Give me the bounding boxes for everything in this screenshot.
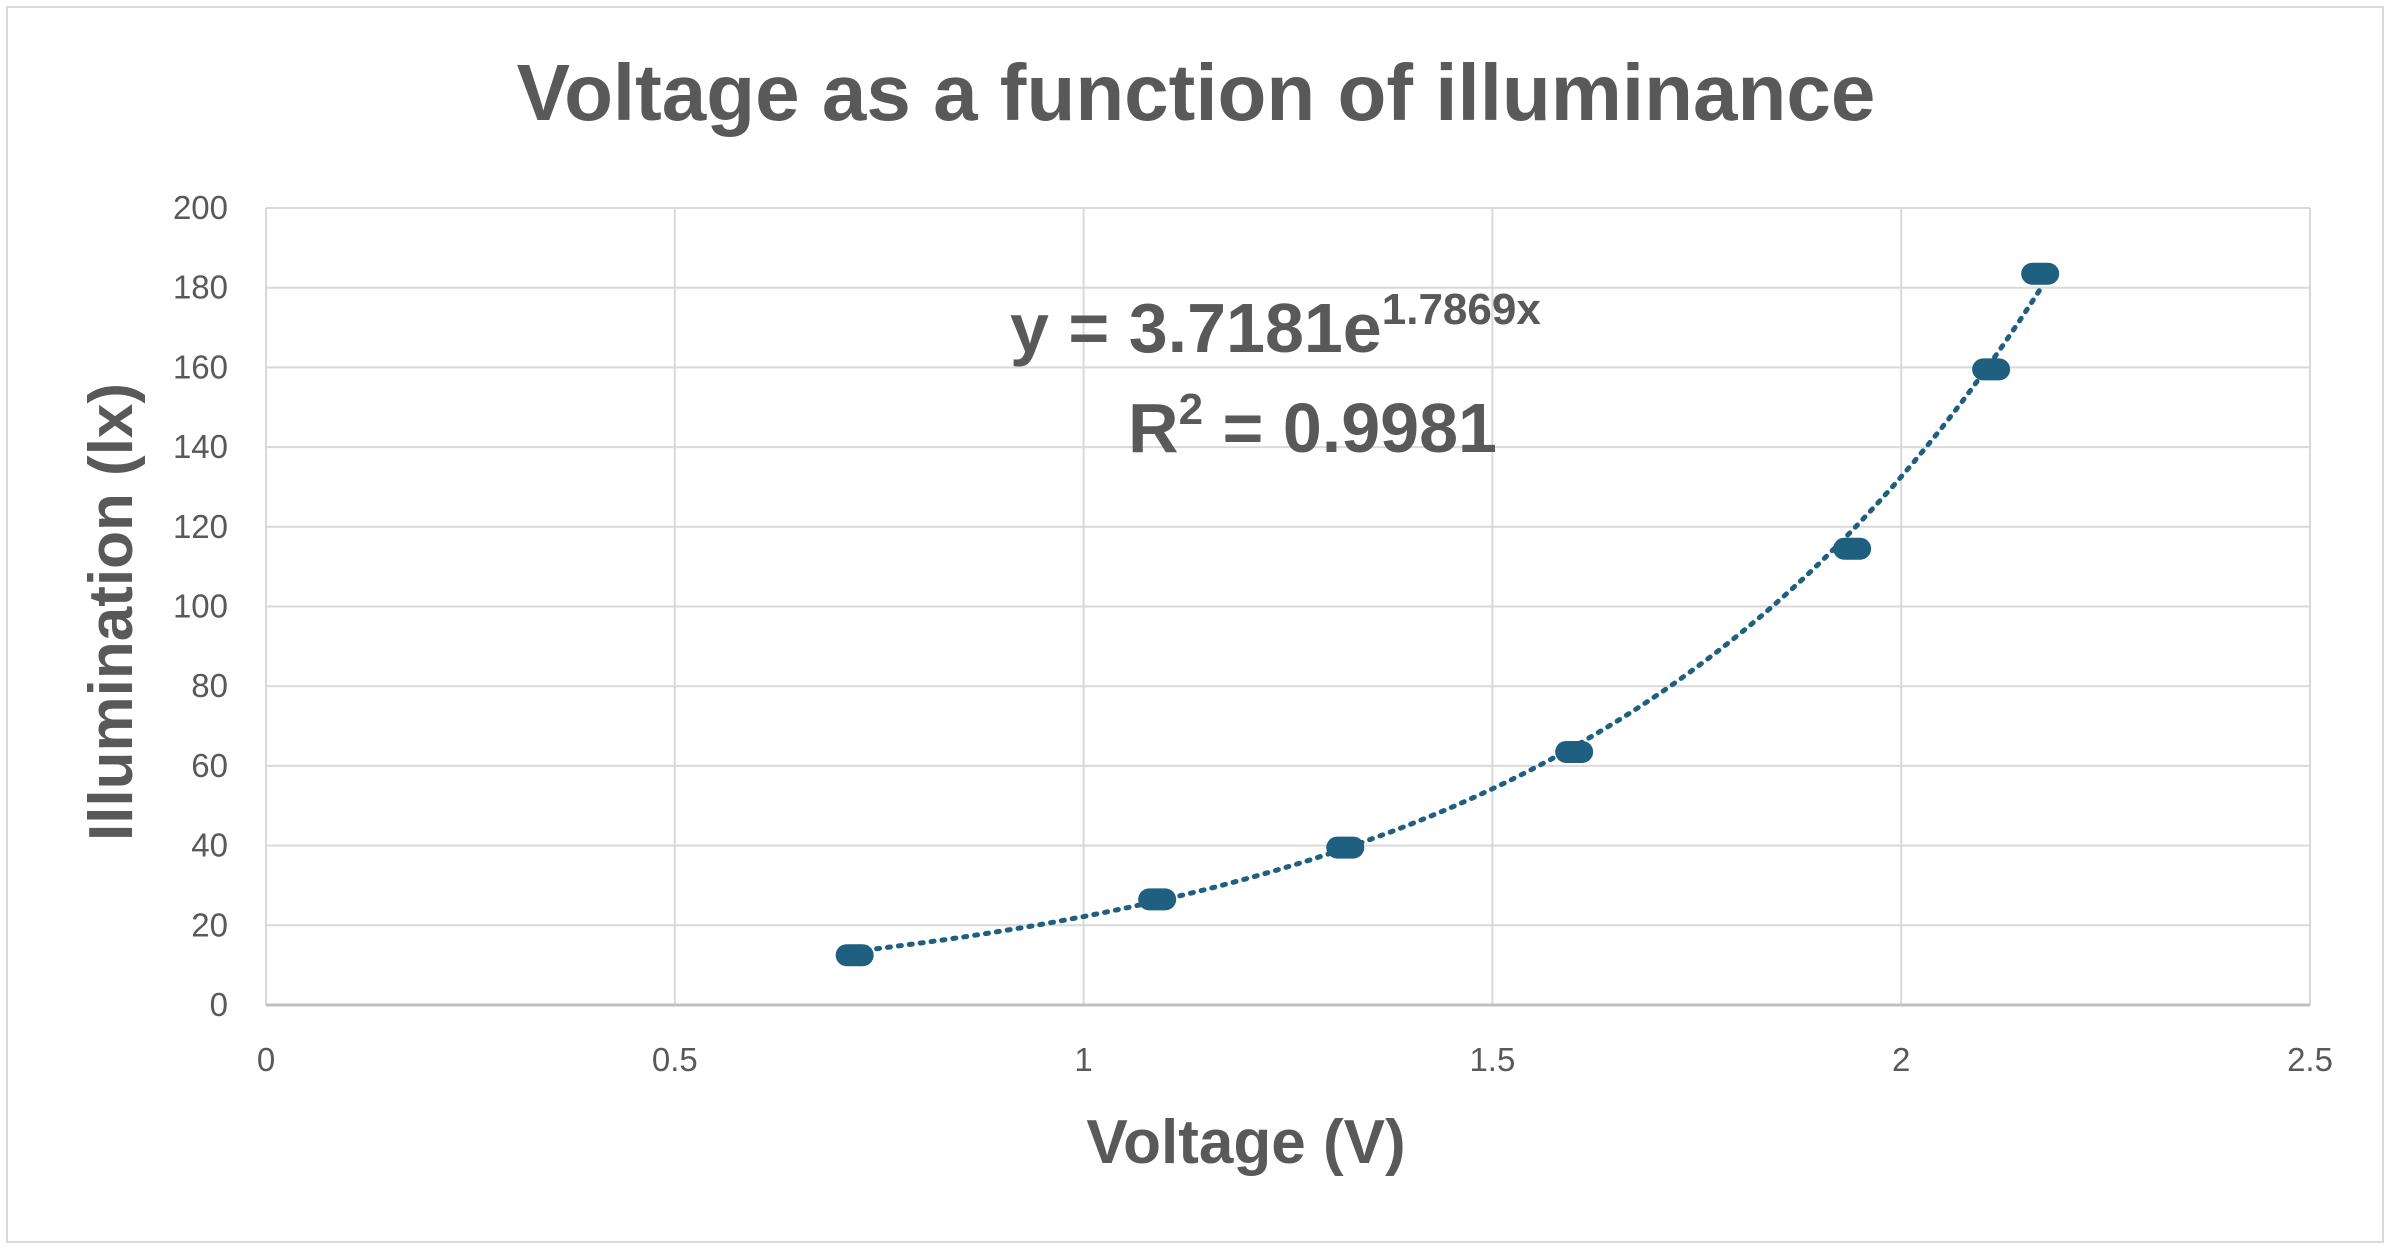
data-point bbox=[1555, 740, 1594, 763]
data-point bbox=[835, 944, 874, 967]
x-axis-title: Voltage (V) bbox=[1086, 1108, 1405, 1177]
y-tick-labels: 0 20 40 60 80 100 120 140 160 180 200 bbox=[173, 189, 228, 1023]
x-tick-label: 2 bbox=[1892, 1041, 1910, 1078]
x-tick-label: 0.5 bbox=[652, 1041, 698, 1078]
trendline-equation: y = 3.7181e1.7869x bbox=[1010, 285, 1541, 367]
y-tick-label: 200 bbox=[173, 189, 228, 226]
y-tick-label: 160 bbox=[173, 348, 228, 385]
y-axis-title: Illumination (lx) bbox=[77, 383, 146, 841]
x-tick-label: 1.5 bbox=[1469, 1041, 1515, 1078]
data-point bbox=[2021, 262, 2060, 285]
y-tick-label: 80 bbox=[191, 667, 228, 704]
r2-value: = 0.9981 bbox=[1203, 389, 1497, 467]
y-tick-label: 100 bbox=[173, 588, 228, 625]
data-point bbox=[1326, 836, 1365, 859]
y-tick-label: 180 bbox=[173, 269, 228, 306]
data-point bbox=[1138, 888, 1177, 911]
r2-main: R bbox=[1128, 389, 1179, 467]
equation-exponent: 1.7869x bbox=[1382, 285, 1542, 334]
x-tick-label: 2.5 bbox=[2287, 1041, 2333, 1078]
y-tick-label: 0 bbox=[210, 986, 228, 1023]
data-points bbox=[835, 262, 2060, 967]
data-point bbox=[1833, 537, 1872, 560]
y-tick-label: 120 bbox=[173, 508, 228, 545]
r-squared-label: R2 = 0.9981 bbox=[1128, 385, 1497, 467]
y-tick-label: 20 bbox=[191, 906, 228, 943]
r2-exponent: 2 bbox=[1179, 385, 1203, 434]
y-tick-label: 60 bbox=[191, 747, 228, 784]
chart-frame bbox=[6, 6, 2384, 1243]
data-point bbox=[1972, 358, 2011, 381]
x-tick-labels: 0 0.5 1 1.5 2 2.5 bbox=[257, 1041, 2333, 1078]
y-tick-label: 140 bbox=[173, 428, 228, 465]
chart-title: Voltage as a function of illuminance bbox=[517, 48, 1876, 137]
y-tick-label: 40 bbox=[191, 827, 228, 864]
x-tick-label: 0 bbox=[257, 1041, 275, 1078]
equation-main: y = 3.7181e bbox=[1010, 289, 1382, 367]
x-tick-label: 1 bbox=[1074, 1041, 1092, 1078]
